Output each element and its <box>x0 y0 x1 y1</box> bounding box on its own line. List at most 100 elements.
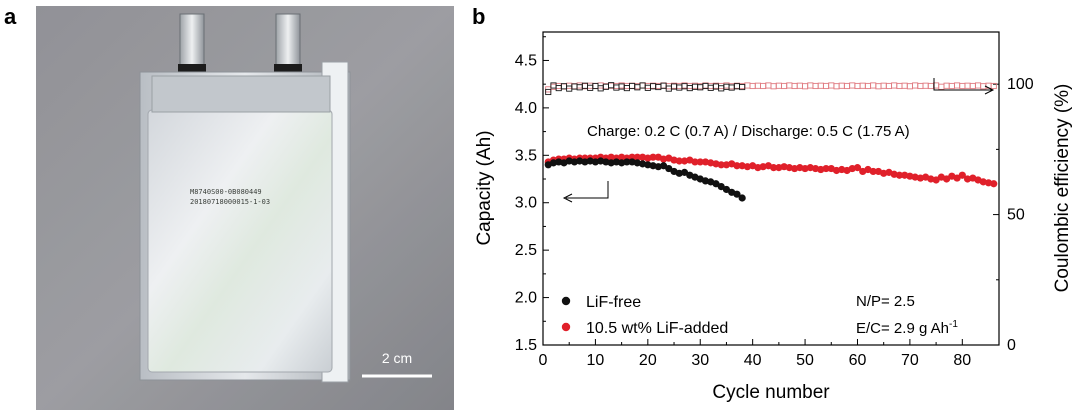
test-conditions-annotation: Charge: 0.2 C (0.7 A) / Discharge: 0.5 C… <box>587 123 910 140</box>
ce-point <box>974 82 982 89</box>
x-tick-label: 20 <box>639 352 657 369</box>
ce-point <box>990 82 997 90</box>
x-tick-label: 0 <box>539 352 548 369</box>
capacity-point <box>738 194 746 202</box>
ce-point <box>629 82 636 90</box>
ce-point <box>765 82 772 89</box>
ce-point <box>760 82 767 90</box>
capacity-point <box>869 167 877 176</box>
ce-point <box>728 83 735 90</box>
ce-point <box>912 82 919 89</box>
ce-point <box>807 82 814 89</box>
ce-point <box>739 83 746 91</box>
ce-point <box>880 82 887 89</box>
capacity-point <box>733 162 741 170</box>
ce-point <box>613 82 620 90</box>
y-tick-label: 4.0 <box>515 100 537 117</box>
ce-point <box>802 83 809 90</box>
ce-point <box>896 82 903 90</box>
ce-point <box>571 83 578 90</box>
capacity-point <box>895 171 904 179</box>
x-tick-label: 50 <box>796 352 814 369</box>
ce-point <box>587 84 594 91</box>
pouch-cell-photo: M8740S00-0B080449 20180718000015-1-03 2 … <box>36 6 454 410</box>
ce-point <box>812 82 819 90</box>
capacity-point <box>717 161 725 169</box>
ce-point <box>644 82 651 90</box>
x-axis-title: Cycle number <box>712 382 830 403</box>
ce-point <box>639 82 646 89</box>
scale-bar-label: 2 cm <box>382 350 412 366</box>
x-axis: 0 10 20 30 40 50 60 70 80 <box>539 339 971 369</box>
ce-point <box>859 82 866 89</box>
ce-point <box>885 82 892 90</box>
ce-point <box>891 82 898 89</box>
capacity-point <box>649 153 657 161</box>
ce-point <box>660 82 667 89</box>
ce-point <box>545 88 552 96</box>
capacity-point <box>675 157 683 165</box>
ce-point <box>707 82 714 90</box>
y-tick-label: 3.0 <box>515 195 537 212</box>
ce-point <box>906 83 913 90</box>
ce-point <box>943 82 950 89</box>
legend-marker-lif-free <box>561 296 571 306</box>
ce-point <box>922 82 929 89</box>
capacity-point <box>958 171 966 179</box>
ce-point <box>686 85 693 92</box>
capacity-point <box>623 158 631 166</box>
ce-point <box>592 82 599 90</box>
ce-point <box>791 82 798 90</box>
y-tick-label: 1.5 <box>515 337 537 354</box>
ce-point <box>822 82 830 90</box>
panel-b-label: b <box>472 4 485 29</box>
x-tick-label: 10 <box>587 352 605 369</box>
ce-point <box>817 82 824 89</box>
y-axis-right: 0 50 100 <box>993 76 1034 354</box>
ce-point <box>938 83 945 90</box>
ce-point <box>749 82 756 90</box>
legend: LiF-free 10.5 wt% LiF-added <box>561 294 728 337</box>
ce-point <box>828 82 835 89</box>
series-lif-free <box>544 157 746 202</box>
y2-tick-label: 100 <box>1007 76 1034 93</box>
ce-point <box>592 82 599 90</box>
ce-point <box>786 82 793 89</box>
y-tick-label: 2.5 <box>515 242 537 259</box>
y-tick-label: 3.5 <box>515 147 537 164</box>
panel-a-label: a <box>4 4 17 29</box>
arrow-to-left-axis <box>566 181 609 199</box>
ce-point <box>555 85 562 92</box>
ce-point <box>629 82 636 89</box>
ce-point <box>676 84 683 91</box>
capacity-point <box>733 190 741 198</box>
ce-point <box>927 82 934 90</box>
ce-point <box>644 84 651 91</box>
ce-point <box>849 82 856 89</box>
ce-point <box>870 82 877 89</box>
cell-code-line-2: 20180718000015-1-03 <box>190 198 270 206</box>
series-lif-added <box>544 153 998 188</box>
np-ratio-label: N/P= 2.5 <box>856 293 915 310</box>
ce-point <box>954 82 961 89</box>
ce-point <box>560 83 568 90</box>
ce-point <box>613 84 620 91</box>
ce-point <box>707 84 714 91</box>
legend-marker-lif-added <box>561 322 571 332</box>
x-tick-label: 40 <box>744 352 762 369</box>
y2-tick-label: 50 <box>1007 207 1025 224</box>
ce-point <box>660 82 667 89</box>
arrow-head-left <box>562 193 573 203</box>
ce-point <box>676 82 683 90</box>
capacity-point <box>770 164 778 172</box>
ce-point <box>770 83 777 90</box>
ce-point <box>623 85 630 92</box>
x-tick-label: 70 <box>901 352 919 369</box>
ec-ratio-superscript: -1 <box>949 319 958 330</box>
capacity-point <box>633 153 641 161</box>
ce-point <box>723 82 730 89</box>
ce-point <box>917 82 924 90</box>
ce-point <box>560 83 568 90</box>
y-tick-label: 2.0 <box>515 290 537 307</box>
